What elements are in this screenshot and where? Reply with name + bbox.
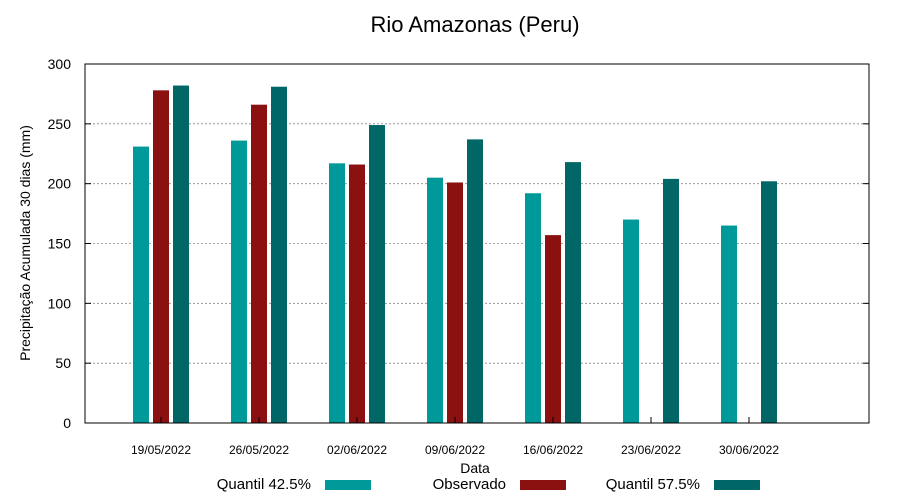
bar-quantil-57-5--3 [467,139,483,423]
bar-observado-3 [447,182,463,423]
x-tick-label: 16/06/2022 [523,443,583,457]
chart-title: Rio Amazonas (Peru) [370,12,579,37]
bar-observado-0 [153,90,169,424]
y-tick-label: 250 [48,116,72,132]
legend: Quantil 42.5% Observado Quantil 57.5% [217,476,760,493]
bar-quantil-57-5--1 [271,86,287,423]
bar-quantil-42-5--5 [623,219,639,423]
x-axis-ticks: 19/05/2022 26/05/2022 02/06/2022 09/06/2022… [131,417,779,457]
legend-label: Quantil 42.5% [217,476,311,493]
y-axis-label: Precipitação Acumulada 30 dias (mm) [17,125,33,361]
bar-quantil-42-5--1 [231,140,247,423]
legend-swatch [325,480,371,490]
bars [133,85,777,424]
legend-label: Quantil 57.5% [606,476,700,493]
legend-swatch [520,480,566,490]
y-tick-label: 50 [55,355,71,371]
y-tick-label: 300 [48,56,72,72]
bar-observado-2 [349,164,365,423]
y-tick-label: 100 [48,295,72,311]
bar-quantil-57-5--5 [663,178,679,423]
y-tick-label: 200 [48,176,72,192]
bar-quantil-42-5--3 [427,177,443,423]
bar-quantil-57-5--0 [173,85,189,423]
bar-quantil-57-5--6 [761,181,777,423]
legend-swatch [714,480,760,490]
bar-quantil-42-5--0 [133,146,149,423]
bar-quantil-57-5--4 [565,162,581,424]
bar-observado-4 [545,235,561,423]
bar-quantil-42-5--2 [329,163,345,423]
y-tick-label: 150 [48,236,72,252]
bar-quantil-57-5--2 [369,125,385,423]
x-tick-label: 19/05/2022 [131,443,191,457]
x-tick-label: 02/06/2022 [327,443,387,457]
x-axis-label: Data [460,460,490,476]
x-tick-label: 30/06/2022 [719,443,779,457]
x-tick-label: 09/06/2022 [425,443,485,457]
bar-quantil-42-5--6 [721,225,737,423]
bar-quantil-42-5--4 [525,193,541,423]
y-tick-label: 0 [63,415,71,431]
legend-label: Observado [433,476,506,493]
bar-observado-1 [251,104,267,423]
y-axis-ticks: 0 50 100 150 200 250 300 [48,56,869,431]
x-tick-label: 26/05/2022 [229,443,289,457]
x-tick-label: 23/06/2022 [621,443,681,457]
